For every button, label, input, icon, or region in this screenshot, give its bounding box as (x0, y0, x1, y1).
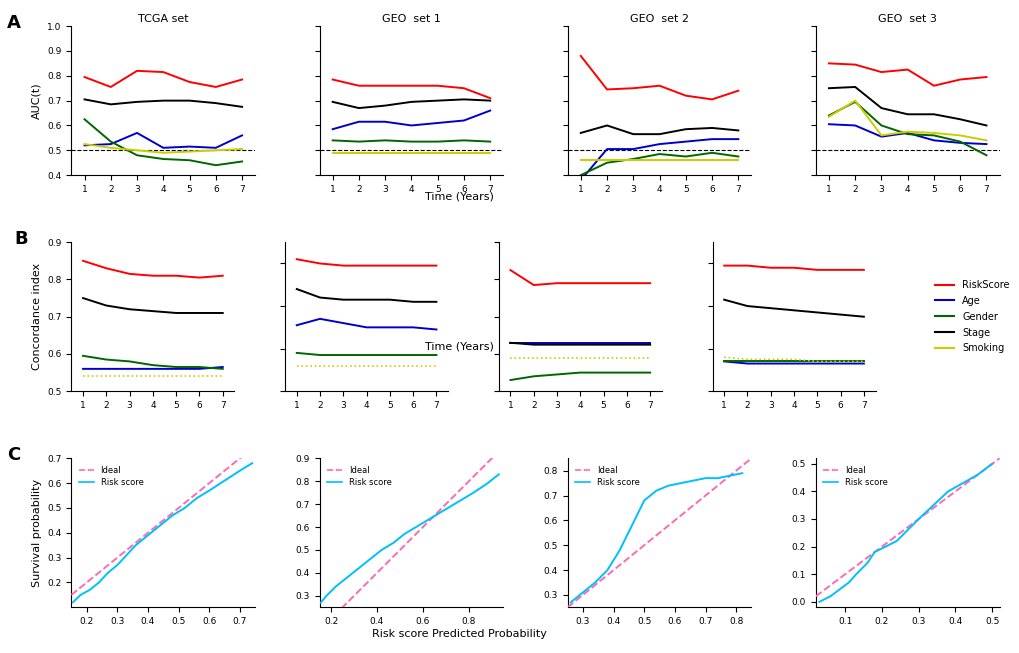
Text: Time (Years): Time (Years) (424, 342, 493, 351)
Legend: Ideal, Risk score: Ideal, Risk score (819, 462, 891, 490)
Text: B: B (14, 231, 28, 248)
Text: Time (Years): Time (Years) (424, 191, 493, 201)
Title: GEO  set 2: GEO set 2 (630, 14, 689, 24)
Text: C: C (7, 447, 20, 464)
Legend: Ideal, Risk score: Ideal, Risk score (572, 462, 642, 490)
Y-axis label: Concordance index: Concordance index (32, 263, 42, 370)
Legend: Ideal, Risk score: Ideal, Risk score (75, 462, 147, 490)
Text: A: A (7, 14, 21, 32)
Legend: RiskScore, Age, Gender, Stage, Smoking: RiskScore, Age, Gender, Stage, Smoking (930, 276, 1013, 357)
Title: GEO  set 3: GEO set 3 (877, 14, 936, 24)
Title: GEO  set 1: GEO set 1 (382, 14, 440, 24)
Text: Risk score Predicted Probability: Risk score Predicted Probability (371, 629, 546, 639)
Y-axis label: Survival probability: Survival probability (32, 479, 42, 587)
Y-axis label: AUC(t): AUC(t) (32, 82, 42, 119)
Title: TCGA set: TCGA set (138, 14, 189, 24)
Legend: Ideal, Risk score: Ideal, Risk score (323, 462, 394, 490)
